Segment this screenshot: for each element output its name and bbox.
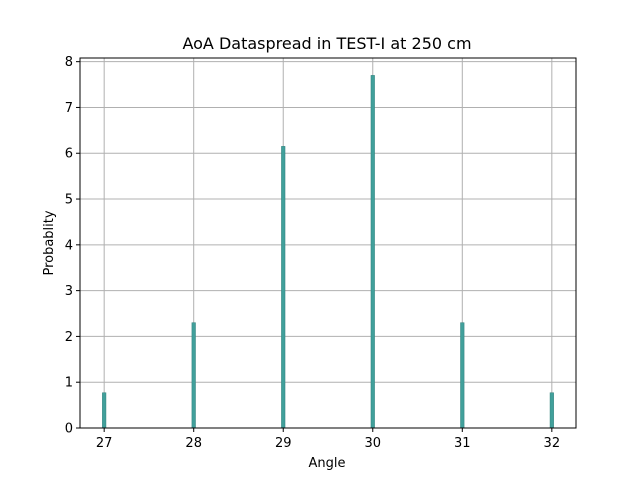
x-axis-label: Angle bbox=[309, 456, 346, 471]
bar bbox=[460, 322, 465, 429]
bar bbox=[370, 75, 375, 429]
x-tick-label: 28 bbox=[185, 436, 202, 451]
x-tick-label: 31 bbox=[454, 436, 471, 451]
bar bbox=[102, 392, 107, 429]
grid bbox=[80, 58, 576, 429]
bars bbox=[102, 75, 554, 429]
y-tick-label: 1 bbox=[65, 376, 73, 391]
y-tick-label: 5 bbox=[65, 193, 73, 208]
plot-frame bbox=[79, 57, 577, 429]
x-tick-label: 32 bbox=[544, 436, 561, 451]
x-axis-ticks: 27 28 29 30 31 32 bbox=[96, 428, 560, 451]
bar bbox=[191, 322, 196, 429]
bar bbox=[281, 146, 286, 429]
y-tick-label: 3 bbox=[65, 284, 73, 299]
y-axis-ticks: 0 1 2 3 4 5 6 7 8 bbox=[65, 55, 80, 437]
x-tick-label: 27 bbox=[96, 436, 113, 451]
y-tick-label: 2 bbox=[65, 330, 73, 345]
y-axis-label: Probablity bbox=[42, 210, 57, 275]
y-tick-label: 8 bbox=[65, 55, 73, 70]
chart-title: AoA Dataspread in TEST-I at 250 cm bbox=[182, 34, 471, 53]
y-tick-label: 6 bbox=[65, 147, 73, 162]
x-tick-label: 29 bbox=[275, 436, 292, 451]
x-tick-label: 30 bbox=[364, 436, 381, 451]
y-tick-label: 7 bbox=[65, 101, 73, 116]
y-tick-label: 4 bbox=[65, 238, 73, 253]
y-tick-label: 0 bbox=[65, 422, 73, 437]
bar bbox=[549, 392, 554, 429]
